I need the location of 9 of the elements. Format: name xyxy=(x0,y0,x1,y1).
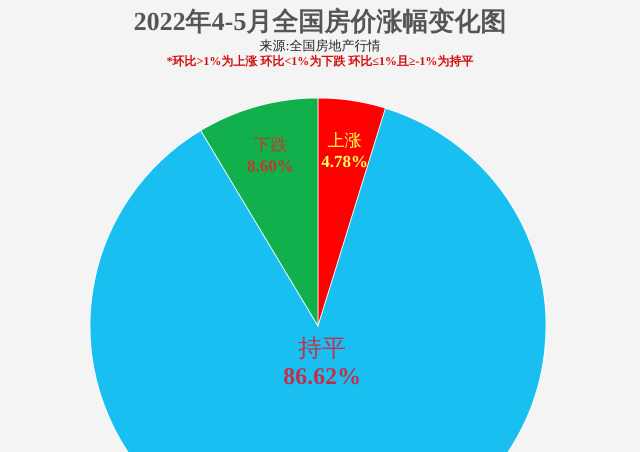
chart-subtitle: 来源:全国房地产行情 xyxy=(260,38,380,53)
data-label: 4.78% xyxy=(321,152,368,172)
slice-label: 下跌 xyxy=(254,136,288,155)
text: *环比>1%为上涨 环比<1%为下跌 环比≤1%且≥-1%为持平 xyxy=(166,54,474,68)
slice-label: 上涨 xyxy=(328,131,362,150)
data-label: 8.60% xyxy=(247,156,294,176)
slice-label: 持平 xyxy=(298,336,346,362)
chart-title: 2022年4-5月全国房价涨幅变化图 xyxy=(134,7,506,36)
data-label: 86.62% xyxy=(283,364,362,390)
